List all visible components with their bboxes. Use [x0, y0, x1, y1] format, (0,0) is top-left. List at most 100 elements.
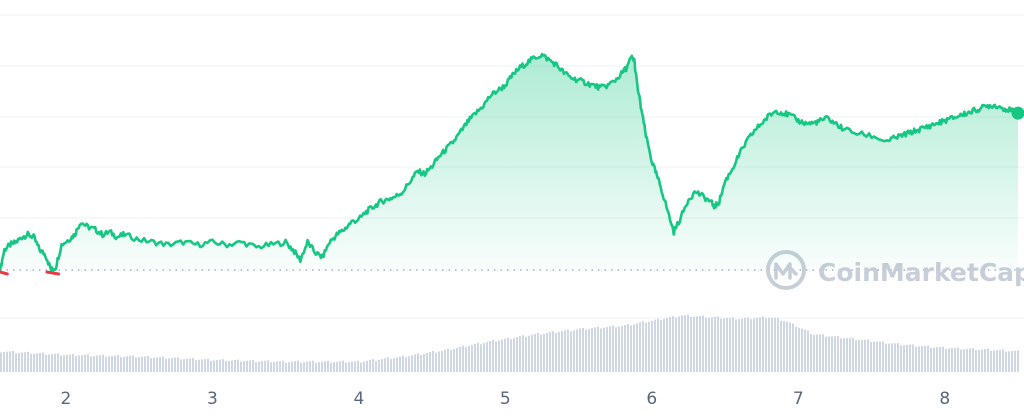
volume-bar [990, 350, 992, 372]
volume-bar [741, 318, 743, 372]
volume-bar [891, 343, 893, 372]
price-below-segment-1 [0, 270, 9, 276]
price-line-path [0, 52, 1020, 273]
volume-bar [987, 348, 989, 372]
volume-bar [981, 349, 983, 372]
volume-bar [180, 359, 182, 372]
volume-bar [945, 349, 947, 372]
volume-bar [324, 361, 326, 372]
volume-bar [84, 354, 86, 372]
volume-bars [0, 314, 1019, 372]
volume-bar [906, 344, 908, 372]
volume-bar [288, 362, 290, 372]
volume-bar [303, 362, 305, 372]
price-line [0, 52, 1024, 276]
volume-bar [186, 358, 188, 372]
volume-bar [693, 316, 695, 372]
volume-bar [966, 348, 968, 372]
volume-bar [978, 349, 980, 372]
volume-bar [924, 345, 926, 372]
volume-bar [207, 358, 209, 372]
volume-bar [261, 361, 263, 372]
volume-bar [585, 329, 587, 372]
volume-bar [378, 359, 380, 372]
volume-bar [420, 354, 422, 372]
volume-bar [450, 350, 452, 372]
x-tick-label: 4 [353, 389, 364, 409]
volume-bar [264, 360, 266, 372]
x-tick-label: 3 [207, 389, 218, 409]
volume-bar [921, 346, 923, 372]
volume-bar [657, 318, 659, 372]
volume-bar [432, 350, 434, 372]
volume-bar [600, 328, 602, 372]
volume-bar [582, 327, 584, 372]
volume-bar [648, 321, 650, 372]
volume-bar [549, 332, 551, 372]
volume-bar [306, 361, 308, 372]
volume-bar [819, 334, 821, 372]
volume-bar [852, 337, 854, 372]
price-below-segment-2 [45, 270, 61, 276]
volume-bar [240, 361, 242, 372]
volume-bar [804, 329, 806, 372]
volume-bar [426, 352, 428, 372]
volume-bar [633, 324, 635, 372]
volume-bar [825, 336, 827, 372]
volume-bar [765, 318, 767, 372]
volume-bar [246, 360, 248, 372]
volume-bar [543, 333, 545, 372]
volume-bar [123, 356, 125, 372]
volume-bar [699, 315, 701, 372]
volume-bar [546, 332, 548, 372]
volume-bar [453, 349, 455, 372]
volume-bar [951, 348, 953, 372]
volume-bar [75, 356, 77, 372]
volume-bar [627, 323, 629, 372]
volume-bar [24, 352, 26, 372]
volume-bar [252, 359, 254, 372]
volume-bar [762, 316, 764, 372]
volume-bar [189, 358, 191, 372]
volume-bar [0, 352, 2, 372]
x-tick-label: 6 [646, 389, 657, 409]
volume-bar [54, 353, 56, 372]
volume-bar [573, 330, 575, 372]
volume-bar [888, 343, 890, 372]
volume-bar [660, 320, 662, 372]
volume-bar [150, 358, 152, 372]
volume-bar [330, 362, 332, 372]
volume-bar [594, 327, 596, 372]
volume-bar [249, 360, 251, 372]
volume-bar [153, 357, 155, 372]
volume-bar [882, 341, 884, 372]
volume-bar [213, 360, 215, 372]
x-axis-ticks: 2 3 4 5 6 7 8 [60, 389, 950, 409]
volume-bar [561, 331, 563, 372]
volume-bar [219, 359, 221, 372]
volume-bar [909, 344, 911, 372]
volume-bar [618, 326, 620, 372]
volume-bar [876, 341, 878, 372]
volume-bar [900, 345, 902, 372]
volume-bar [957, 347, 959, 372]
volume-bar [300, 362, 302, 372]
volume-bar [525, 336, 527, 372]
volume-bar [279, 361, 281, 372]
volume-bar [45, 354, 47, 372]
volume-bar [759, 317, 761, 372]
volume-bar [879, 341, 881, 372]
volume-bar [408, 356, 410, 372]
volume-bar [942, 346, 944, 372]
volume-bar [933, 347, 935, 372]
volume-bar [750, 319, 752, 372]
volume-bar [108, 356, 110, 372]
volume-bar [414, 354, 416, 372]
volume-bar [291, 361, 293, 372]
volume-bar [669, 317, 671, 372]
volume-bar [30, 354, 32, 372]
volume-bar [120, 357, 122, 372]
volume-bar [147, 355, 149, 372]
volume-bar [576, 329, 578, 372]
